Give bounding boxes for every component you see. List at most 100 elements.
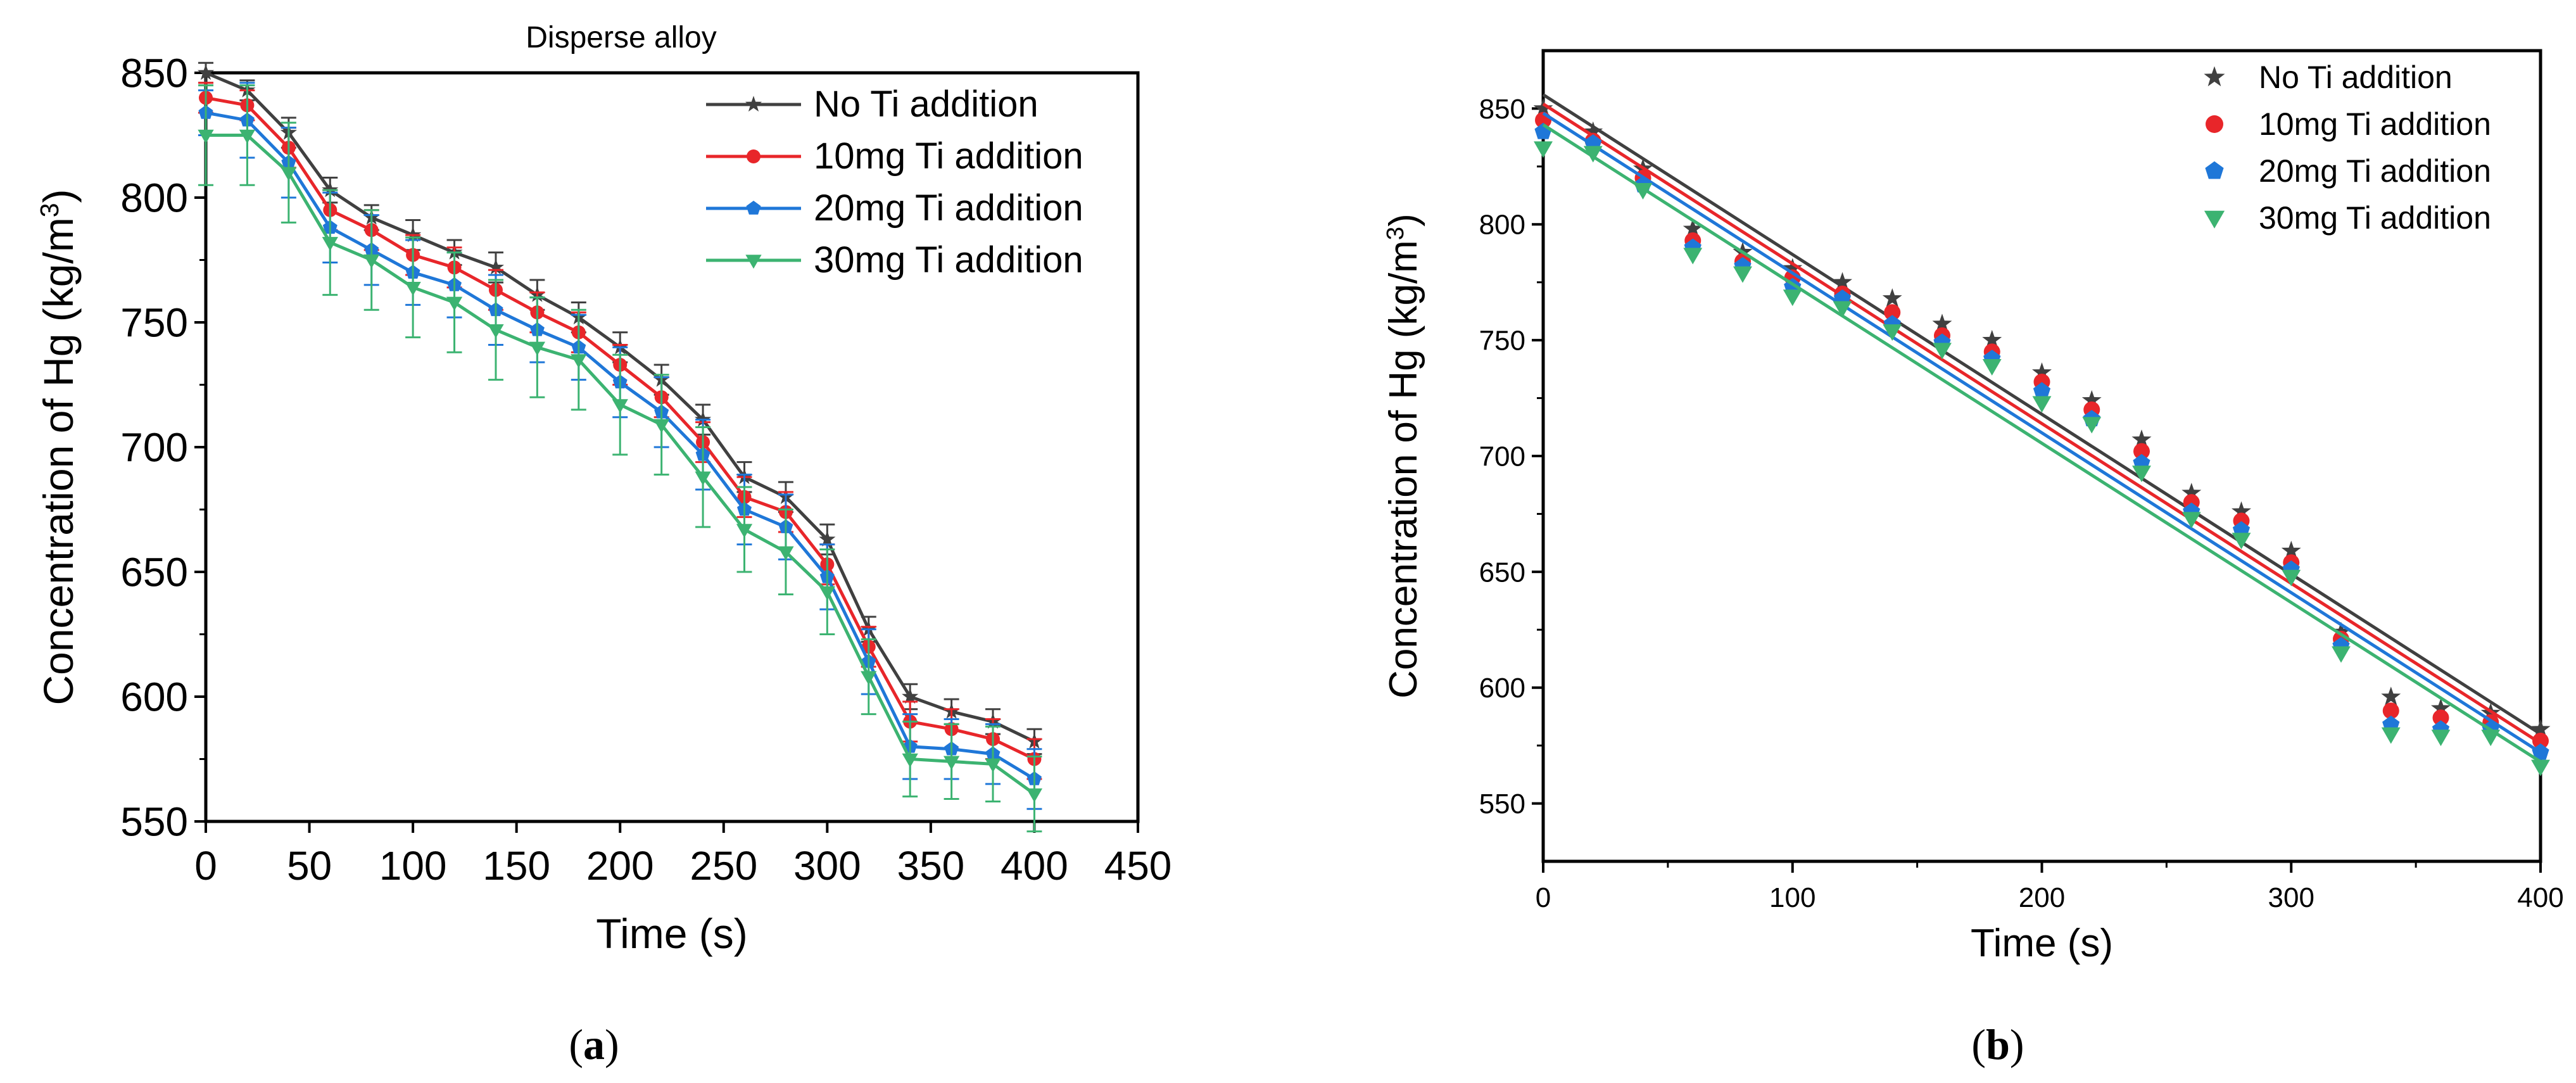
y-tick-label: 600 bbox=[1479, 673, 1525, 704]
data-point bbox=[1982, 329, 2002, 349]
caption-paren-close: ) bbox=[2010, 1020, 2024, 1068]
y-axis-label-main: Concentration of Hg (kg/m bbox=[35, 217, 82, 705]
data-point bbox=[322, 237, 338, 251]
data-point bbox=[2432, 709, 2449, 726]
x-tick-label: 200 bbox=[586, 843, 654, 889]
data-point bbox=[2332, 646, 2351, 663]
y-axis-label-superscript: 3 bbox=[35, 203, 64, 217]
x-tick-label: 100 bbox=[1769, 882, 1815, 913]
legend-item: 20mg Ti addition bbox=[706, 187, 1083, 229]
x-tick-label: 200 bbox=[2019, 882, 2065, 913]
y-axis: 550 600 650 700 750 800 850 bbox=[1479, 94, 1543, 820]
data-point bbox=[2082, 417, 2102, 434]
series-1 bbox=[1533, 93, 2551, 738]
data-point bbox=[571, 354, 587, 369]
data-point bbox=[2033, 382, 2051, 399]
data-point bbox=[363, 254, 380, 269]
data-point bbox=[1534, 141, 1553, 158]
data-point bbox=[819, 586, 835, 600]
data-point bbox=[695, 471, 711, 486]
x-tick-label: 400 bbox=[1001, 843, 1068, 889]
data-point bbox=[446, 296, 463, 311]
data-point bbox=[487, 258, 504, 275]
data-point bbox=[1026, 788, 1043, 802]
data-point bbox=[2032, 362, 2052, 381]
caption-paren-open: ( bbox=[1971, 1020, 1986, 1068]
data-point bbox=[405, 282, 421, 296]
data-point bbox=[902, 753, 918, 768]
data-point bbox=[1932, 314, 1952, 332]
data-point bbox=[1882, 288, 1902, 307]
panel-caption: (b) bbox=[1971, 1020, 2024, 1068]
legend: No Ti addition 10mg Ti addition 20mg Ti ad… bbox=[2204, 60, 2491, 236]
data-point bbox=[2282, 569, 2301, 586]
y-tick-label: 850 bbox=[120, 50, 188, 96]
legend-item: No Ti addition bbox=[2204, 60, 2453, 95]
legend-marker bbox=[745, 255, 762, 269]
legend-label: 30mg Ti addition bbox=[814, 239, 1083, 281]
x-tick-label: 0 bbox=[1536, 882, 1551, 913]
x-tick-label: 400 bbox=[2517, 882, 2563, 913]
legend-label: 20mg Ti addition bbox=[2259, 153, 2491, 189]
data-point bbox=[2181, 483, 2202, 502]
y-tick-label: 600 bbox=[120, 674, 188, 719]
x-axis: 0 50 100 150 200 250 300 350 400 450 bbox=[194, 821, 1171, 889]
data-point bbox=[1783, 258, 1803, 277]
data-point bbox=[1783, 289, 1802, 307]
legend-marker bbox=[2204, 66, 2225, 87]
data-point bbox=[529, 341, 546, 356]
data-point bbox=[1733, 266, 1752, 283]
data-point bbox=[1533, 98, 1553, 117]
data-point bbox=[2530, 719, 2551, 738]
legend-item: 30mg Ti addition bbox=[706, 239, 1083, 281]
legend-marker bbox=[2205, 161, 2224, 179]
legend-marker bbox=[2204, 210, 2225, 229]
legend-marker bbox=[2206, 115, 2223, 133]
data-point bbox=[1633, 183, 1653, 200]
data-point bbox=[1683, 248, 1703, 265]
data-point bbox=[1683, 218, 1703, 238]
x-tick-label: 50 bbox=[287, 843, 332, 889]
data-point bbox=[2481, 730, 2501, 747]
y-axis: 550 600 650 700 750 800 850 bbox=[120, 50, 206, 844]
x-axis-label: Time (s) bbox=[1971, 922, 2113, 965]
x-tick-label: 350 bbox=[897, 843, 964, 889]
x-tick-label: 300 bbox=[2268, 882, 2314, 913]
y-axis-label-main: Concentration of Hg (kg/m bbox=[1382, 240, 1425, 699]
data-point bbox=[2232, 533, 2251, 550]
y-tick-label: 700 bbox=[1479, 441, 1525, 472]
x-axis: 0 100 200 300 400 bbox=[1536, 861, 2564, 913]
fit-line bbox=[1542, 111, 2542, 754]
data-point bbox=[2381, 687, 2401, 706]
data-point bbox=[2281, 540, 2301, 560]
y-tick-label: 800 bbox=[120, 175, 188, 220]
data-point bbox=[736, 524, 753, 538]
y-tick-label: 550 bbox=[120, 799, 188, 844]
data-point bbox=[2131, 429, 2152, 448]
legend-marker bbox=[747, 149, 761, 163]
data-point bbox=[2381, 727, 2401, 744]
y-axis-label-tail: ) bbox=[35, 189, 82, 203]
legend: No Ti addition 10mg Ti addition 20mg Ti ad… bbox=[706, 84, 1083, 281]
data-point bbox=[198, 129, 214, 144]
data-point bbox=[2431, 698, 2451, 717]
legend-item: No Ti addition bbox=[706, 84, 1039, 125]
data-point bbox=[2132, 466, 2151, 483]
data-point bbox=[2532, 732, 2549, 749]
caption-paren-close: ) bbox=[605, 1020, 619, 1068]
caption-paren-open: ( bbox=[569, 1020, 583, 1068]
data-point bbox=[197, 64, 215, 80]
series-4 bbox=[198, 84, 1043, 833]
panel-a-chart: 0 50 100 150 200 250 300 350 400 450 550 600 650 700 7… bbox=[35, 21, 1171, 1068]
y-tick-label: 800 bbox=[1479, 210, 1525, 241]
data-point bbox=[239, 129, 256, 144]
data-point bbox=[1583, 146, 1603, 163]
caption-letter: a bbox=[583, 1020, 605, 1068]
y-axis-label-superscript: 3 bbox=[1382, 227, 1409, 240]
data-point bbox=[2032, 396, 2052, 413]
x-tick-label: 150 bbox=[483, 843, 550, 889]
legend-item: 20mg Ti addition bbox=[2205, 153, 2491, 189]
data-point bbox=[2133, 443, 2150, 460]
legend-label: 30mg Ti addition bbox=[2259, 200, 2491, 236]
x-tick-label: 100 bbox=[379, 843, 447, 889]
